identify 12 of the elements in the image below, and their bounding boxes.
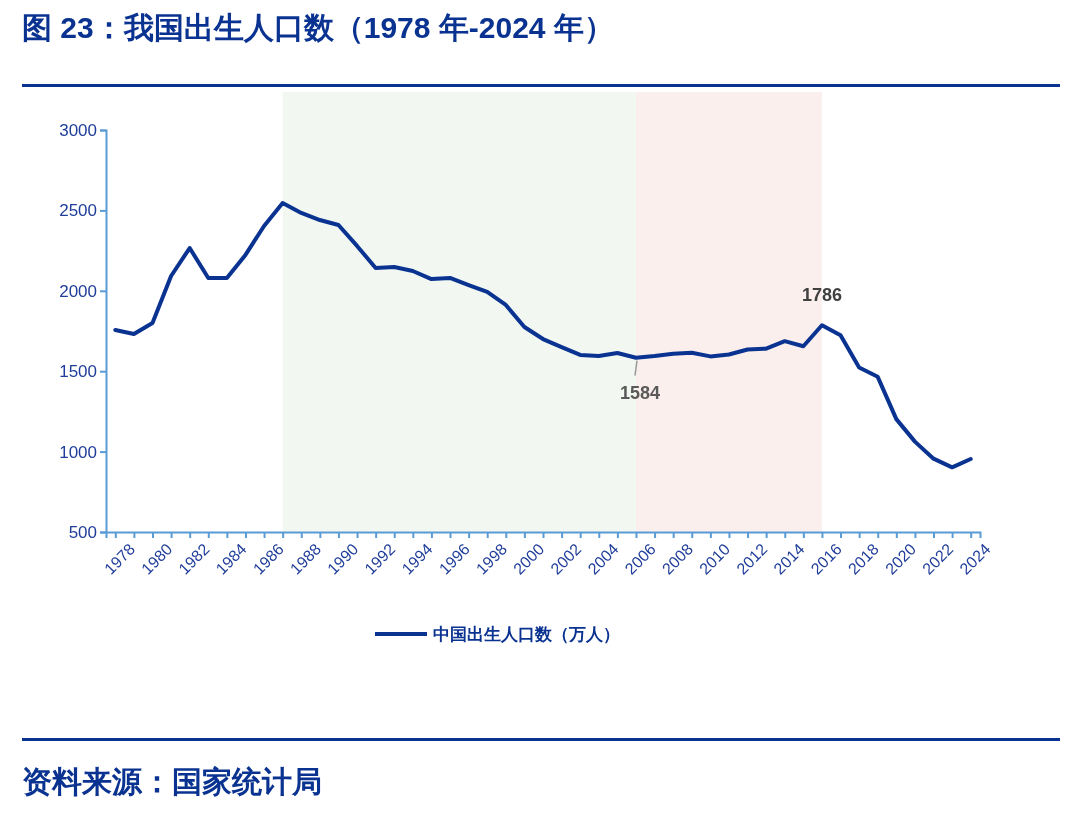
y-tick-label: 3000	[59, 120, 97, 140]
y-tick-label: 2500	[59, 201, 97, 221]
line-series	[113, 201, 973, 470]
y-tick-label: 1000	[59, 442, 97, 462]
text: 资料来源：国家统计局	[22, 765, 322, 798]
annotation: 1786	[801, 285, 842, 306]
y-tick-label: 500	[68, 522, 97, 542]
legend-label: 中国出生人口数（万人）	[433, 625, 620, 644]
y-tick-label: 1500	[59, 362, 97, 382]
chart-title: 图 23：我国出生人口数（1978 年-2024 年）	[22, 11, 614, 44]
y-tick-label: 2000	[59, 281, 97, 301]
annotation: 1584	[619, 382, 660, 403]
